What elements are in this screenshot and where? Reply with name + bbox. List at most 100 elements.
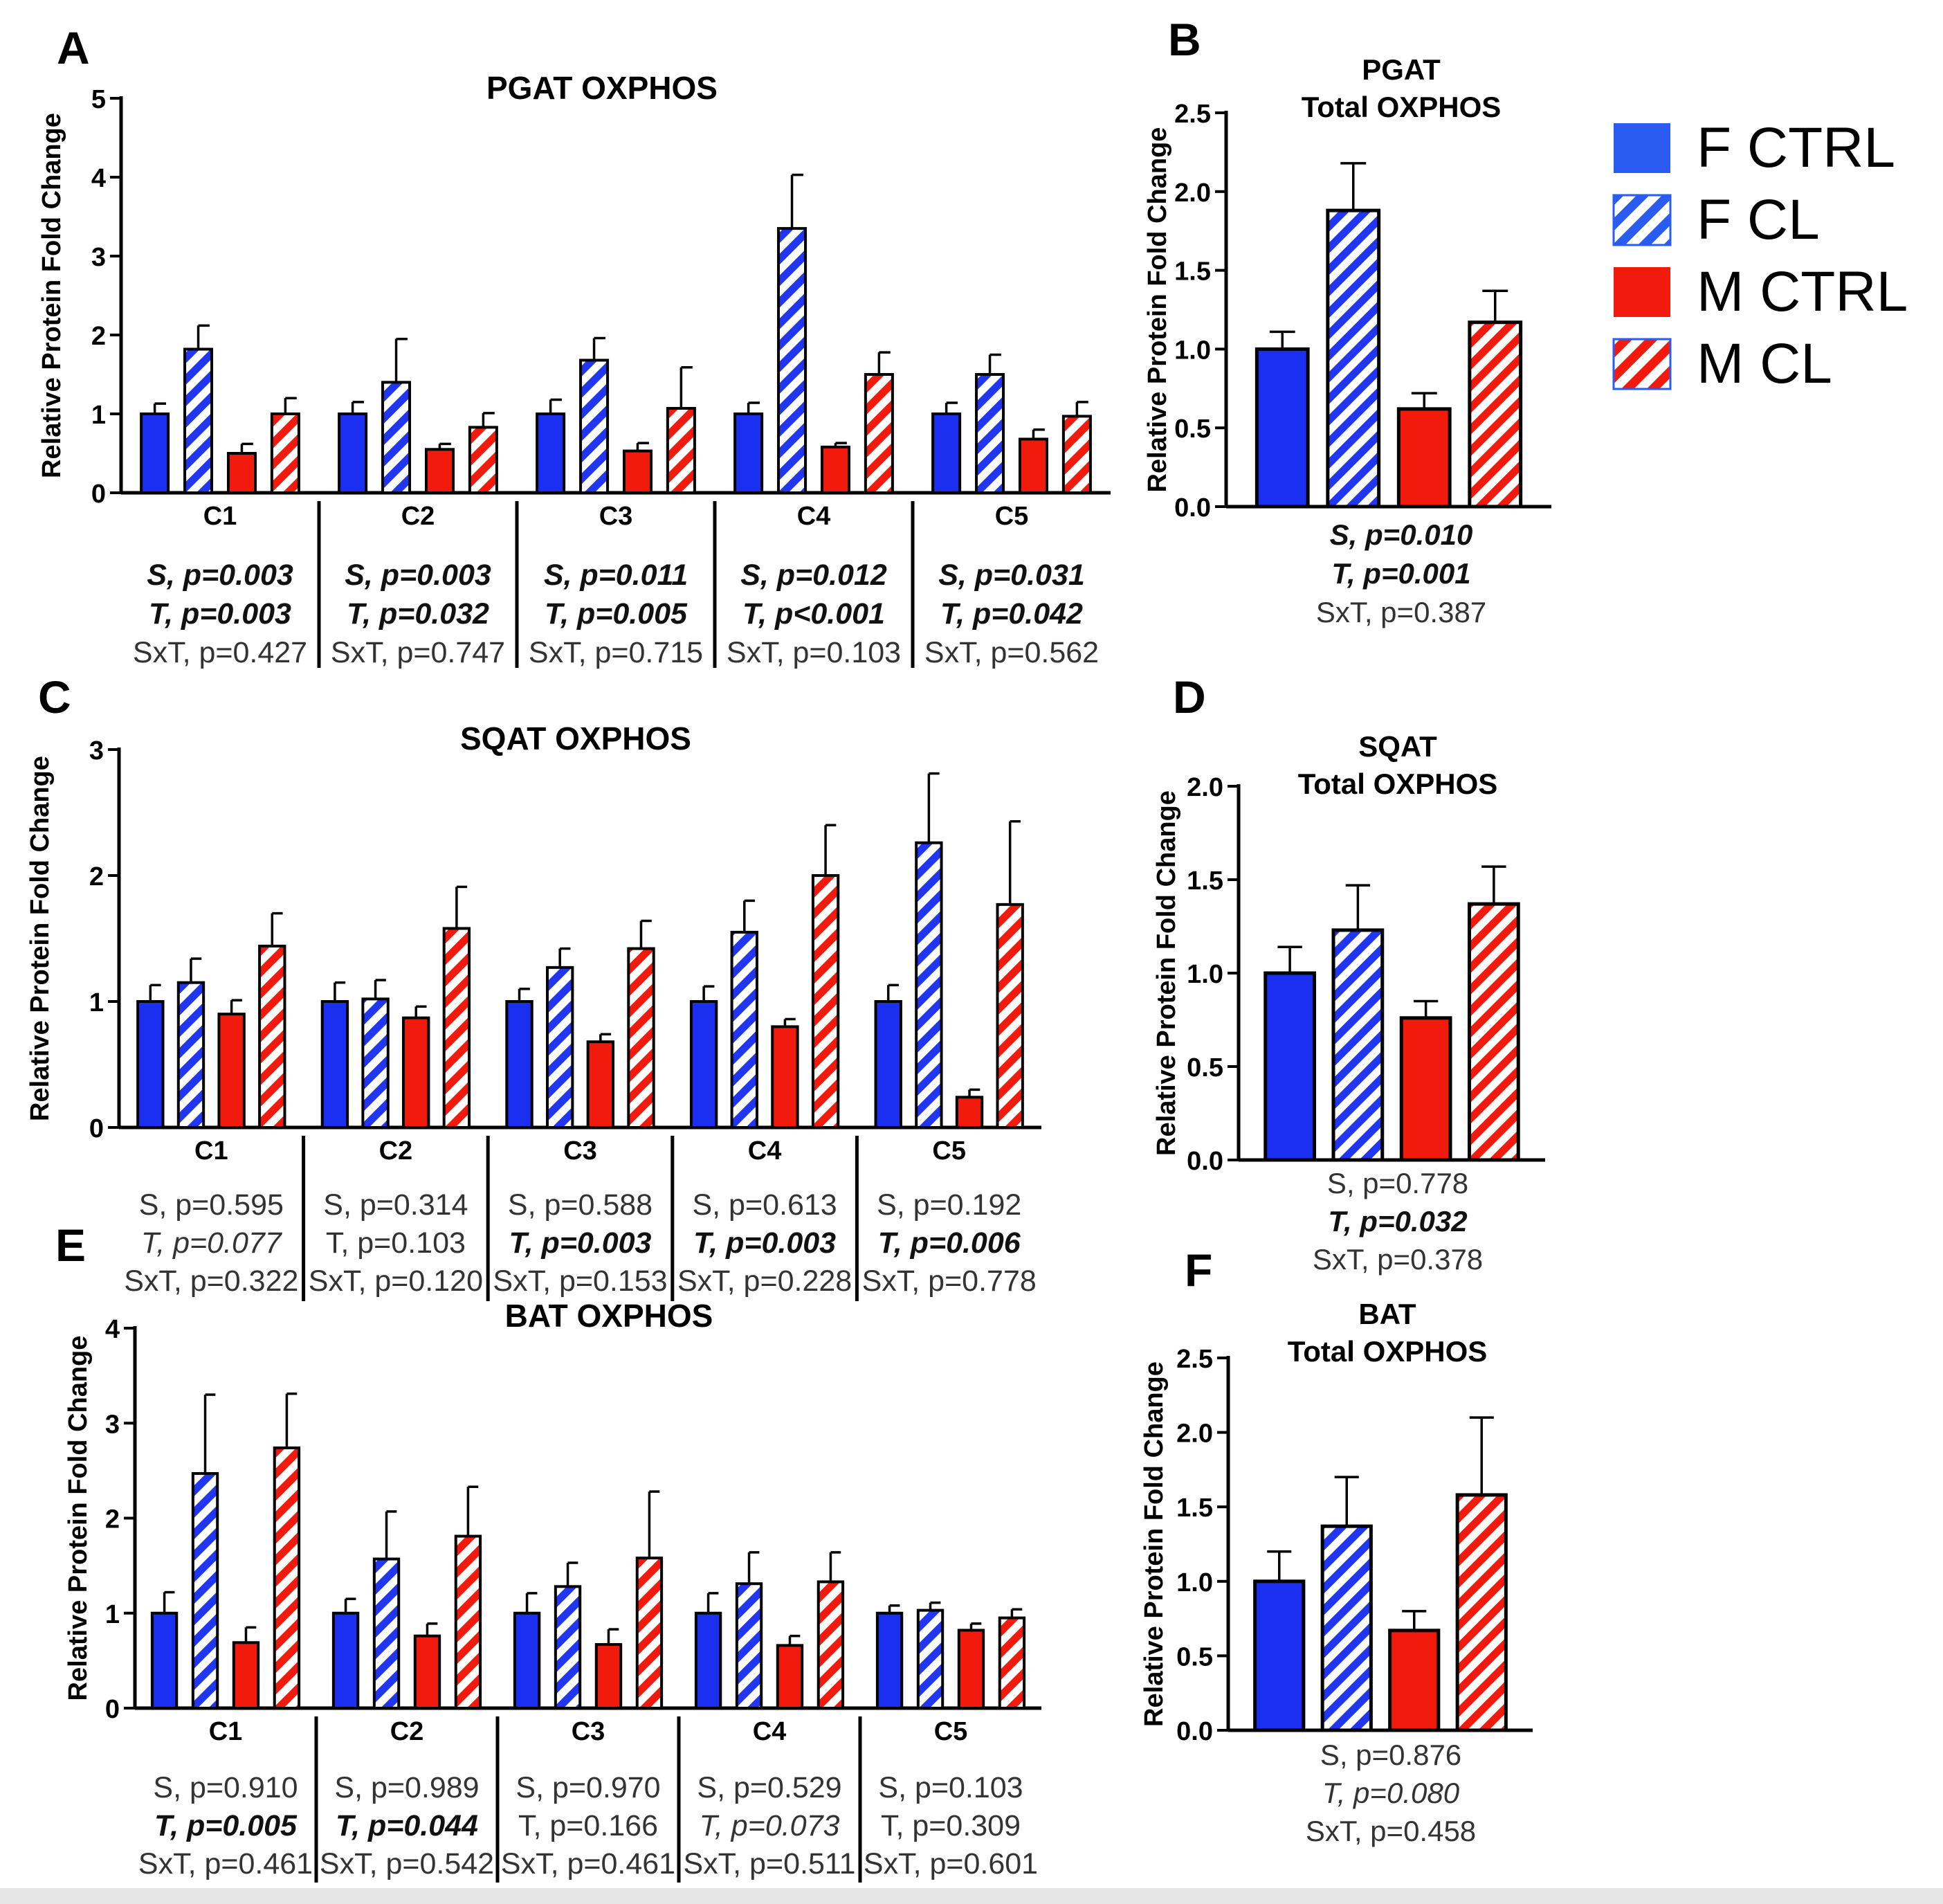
stats-line-a: S, p=0.003 xyxy=(345,559,491,592)
y-tick-label-a: 1 xyxy=(91,401,106,430)
bar-e-c5-f-ctrl xyxy=(875,1611,904,1710)
legend-swatch-f-ctrl xyxy=(1614,123,1670,173)
bar-e-c5-f-cl xyxy=(916,1608,945,1710)
bar-c-c1-m-cl xyxy=(258,944,286,1130)
y-axis-label-d: Relative Protein Fold Change xyxy=(1152,790,1181,1156)
bar-a-c2-f-ctrl xyxy=(338,412,368,494)
legend-label-f-ctrl: F CTRL xyxy=(1697,116,1895,179)
stats-line-e: SxT, p=0.461 xyxy=(138,1847,313,1880)
bar-e-c1-f-ctrl xyxy=(150,1611,179,1710)
stats-line-a: SxT, p=0.562 xyxy=(924,636,1099,669)
stats-line-a: SxT, p=0.715 xyxy=(529,636,703,669)
bar-c-c4-f-cl xyxy=(730,930,758,1130)
legend-swatch-f-cl xyxy=(1612,194,1672,246)
stats-line-e: T, p=0.005 xyxy=(154,1809,298,1842)
stats-line-c: S, p=0.192 xyxy=(877,1188,1021,1222)
panel-a-chart: A PGAT OXPHOS Relative Protein Fold Change… xyxy=(37,22,1111,669)
y-tick-label-b: 2.0 xyxy=(1174,179,1211,208)
stats-line-b: SxT, p=0.387 xyxy=(1316,596,1486,628)
y-tick-label-a: 2 xyxy=(91,322,106,351)
bar-c-c5-m-ctrl xyxy=(955,1096,984,1129)
panel-letter-f: F xyxy=(1185,1244,1212,1296)
y-tick-label-e: 1 xyxy=(105,1600,120,1629)
stats-line-d: SxT, p=0.378 xyxy=(1313,1243,1483,1276)
x-tick-label-e: C2 xyxy=(390,1717,424,1746)
stats-line-e: T, p=0.166 xyxy=(518,1809,658,1842)
y-tick-label-d: 1.0 xyxy=(1187,960,1223,989)
bar-a-c3-f-cl xyxy=(579,359,610,494)
panel-letter-d: D xyxy=(1173,671,1206,723)
stats-line-a: T, p=0.042 xyxy=(940,597,1083,631)
bar-c-c1-f-ctrl xyxy=(136,1000,165,1129)
stats-line-e: T, p=0.044 xyxy=(336,1809,478,1842)
y-tick-label-b: 0.0 xyxy=(1174,493,1211,523)
bar-e-c1-m-cl xyxy=(273,1446,301,1710)
chart-title-e: BAT OXPHOS xyxy=(505,1298,713,1334)
bar-a-c2-m-ctrl xyxy=(424,448,455,494)
y-tick-label-a: 5 xyxy=(91,85,106,114)
stats-line-c: T, p=0.006 xyxy=(878,1226,1021,1260)
y-tick-label-d: 0.0 xyxy=(1187,1147,1223,1176)
bar-c-c2-m-ctrl xyxy=(402,1016,430,1130)
bar-c-c5-m-cl xyxy=(996,903,1024,1129)
stats-line-c: S, p=0.613 xyxy=(692,1188,837,1222)
stats-line-e: SxT, p=0.601 xyxy=(864,1847,1038,1880)
legend-swatch-m-cl xyxy=(1612,338,1672,390)
bar-e-c1-f-cl xyxy=(191,1471,219,1710)
bar-c-c5-f-cl xyxy=(915,841,943,1130)
stats-line-e: S, p=0.970 xyxy=(516,1771,660,1804)
legend-label-m-ctrl: M CTRL xyxy=(1697,260,1908,323)
bar-a-c1-f-cl xyxy=(183,347,214,494)
chart-title-f: Total OXPHOS xyxy=(1288,1335,1488,1368)
y-tick-label-f: 0.5 xyxy=(1176,1642,1213,1671)
bar-f-f-ctrl xyxy=(1253,1579,1306,1732)
stats-line-a: T, p=0.032 xyxy=(347,597,489,631)
bar-e-c4-m-ctrl xyxy=(776,1644,804,1710)
bar-a-c5-f-cl xyxy=(975,373,1005,494)
y-tick-label-f: 0.0 xyxy=(1176,1717,1213,1746)
y-tick-label-d: 0.5 xyxy=(1187,1053,1223,1082)
bar-a-c5-m-cl xyxy=(1061,415,1092,494)
y-axis-label-f: Relative Protein Fold Change xyxy=(1140,1361,1169,1727)
stats-line-e: SxT, p=0.511 xyxy=(683,1847,855,1880)
stats-line-c: SxT, p=0.228 xyxy=(677,1264,852,1298)
panel-letter-c: C xyxy=(38,671,71,723)
y-tick-label-b: 1.5 xyxy=(1174,257,1211,287)
stats-line-a: S, p=0.031 xyxy=(938,559,1085,592)
y-tick-label-b: 1.0 xyxy=(1174,336,1211,365)
stats-line-a: T, p<0.001 xyxy=(742,597,885,631)
stats-line-e: S, p=0.103 xyxy=(878,1771,1023,1804)
bar-e-c2-f-ctrl xyxy=(331,1611,360,1710)
bar-c-c1-m-ctrl xyxy=(217,1013,246,1129)
bar-a-c1-m-cl xyxy=(270,412,300,494)
stats-line-a: SxT, p=0.103 xyxy=(727,636,901,669)
stats-line-f: T, p=0.080 xyxy=(1322,1777,1460,1809)
stats-line-e: S, p=0.989 xyxy=(334,1771,479,1804)
bar-e-c4-f-ctrl xyxy=(694,1611,722,1710)
stats-line-c: T, p=0.003 xyxy=(693,1226,836,1260)
stats-line-c: S, p=0.595 xyxy=(139,1188,284,1222)
bar-e-c3-m-cl xyxy=(635,1557,664,1710)
bar-b-f-ctrl xyxy=(1255,347,1310,509)
bar-a-c4-f-ctrl xyxy=(733,412,764,494)
stats-line-a: SxT, p=0.427 xyxy=(133,636,307,669)
x-tick-label-c: C4 xyxy=(748,1136,782,1166)
legend-swatch-m-ctrl xyxy=(1614,267,1670,317)
y-tick-label-f: 2.0 xyxy=(1176,1420,1213,1449)
bar-e-c1-m-ctrl xyxy=(232,1641,260,1710)
bar-a-c4-m-ctrl xyxy=(820,445,850,495)
panel-f-chart: F BAT Total OXPHOS Relative Protein Fold Ch… xyxy=(1140,1244,1533,1847)
bar-e-c3-f-ctrl xyxy=(513,1611,541,1710)
bar-c-c1-f-cl xyxy=(176,981,206,1129)
panel-letter-b: B xyxy=(1168,14,1201,65)
panel-d-chart: D SQAT Total OXPHOS Relative Protein Fold C… xyxy=(1152,671,1545,1276)
stats-line-a: T, p=0.005 xyxy=(545,597,688,631)
bar-a-c2-f-cl xyxy=(381,381,412,495)
x-tick-label-e: C3 xyxy=(572,1717,605,1746)
bar-c-c5-f-ctrl xyxy=(874,1000,902,1129)
stats-line-a: SxT, p=0.747 xyxy=(331,636,505,669)
y-tick-label-a: 4 xyxy=(91,164,106,193)
bar-a-c3-f-ctrl xyxy=(536,412,566,494)
y-axis-label-e: Relative Protein Fold Change xyxy=(64,1336,93,1701)
